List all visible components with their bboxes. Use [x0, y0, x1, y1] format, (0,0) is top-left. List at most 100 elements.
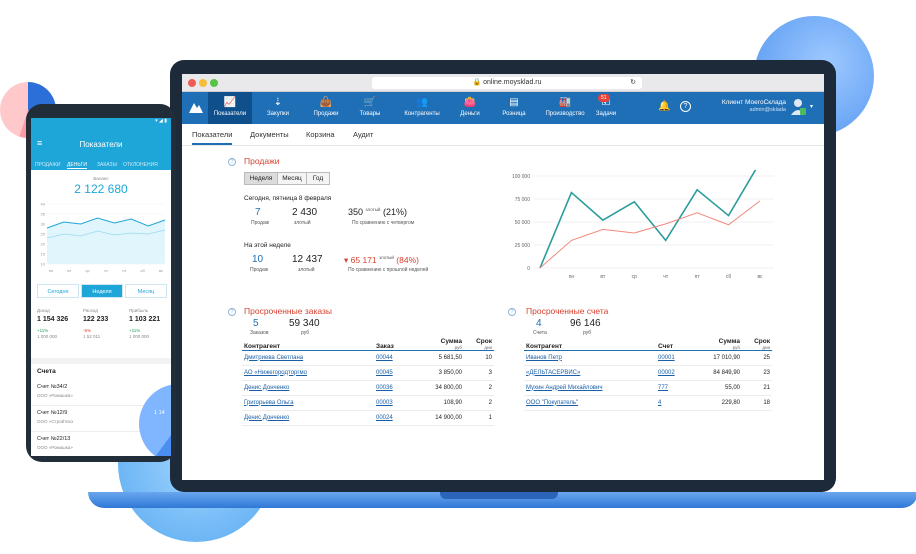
invoices-sum: 96 146: [570, 318, 601, 329]
nav-item-money[interactable]: 👛 Деньги: [448, 92, 492, 124]
phone-signal-icon: ▾ ◢ ▮: [155, 118, 167, 124]
reload-icon[interactable]: ↻: [630, 79, 636, 86]
phone-tab-sales[interactable]: ПРОДАЖИ: [35, 162, 61, 168]
order-doc-link[interactable]: 00003: [374, 395, 416, 411]
col-contractor[interactable]: Контрагент: [524, 334, 656, 351]
chart-series-line: [539, 170, 757, 269]
phone-stat-value: 122 233: [83, 316, 109, 323]
invoice-doc-link[interactable]: 00002: [656, 365, 696, 381]
order-doc-link[interactable]: 00044: [374, 350, 416, 366]
table-row[interactable]: ООО "Покупатель" 4 229,80 18: [524, 395, 772, 411]
order-contractor-link[interactable]: Дмитриева Светлана: [242, 350, 374, 366]
factory-icon: 🏭: [558, 97, 572, 108]
nav-item-contractors[interactable]: 👥 Контрагенты: [396, 92, 448, 124]
col-order[interactable]: Заказ: [374, 334, 416, 351]
order-contractor-link[interactable]: Григорьева Ольга: [242, 395, 374, 411]
nav-item-indicators[interactable]: 📈 Показатели: [208, 92, 252, 124]
avatar-icon[interactable]: [790, 98, 806, 116]
nav-item-tasks[interactable]: ☑ Задачи: [584, 92, 628, 124]
table-row[interactable]: АО «Нижегородторгмо 00045 3 850,00 3: [242, 365, 494, 381]
sales-help-icon[interactable]: ?: [228, 158, 236, 166]
order-doc-link[interactable]: 00045: [374, 365, 416, 381]
phone-account-item[interactable]: Счет №34/2 ООО «Ромашка»: [31, 382, 171, 406]
order-sum-cell: 3 850,00: [416, 365, 464, 381]
invoices-help-icon[interactable]: ?: [508, 308, 516, 316]
phone-stat-delta: -5%: [83, 328, 92, 333]
phone-tab-deviations[interactable]: ОТКЛОНЕНИЯ: [123, 162, 158, 168]
client-account[interactable]: Клиент МоегоСклада admin@sklada: [702, 99, 786, 113]
invoice-contractor-link[interactable]: «ДЕЛЬТАСЕРВИС»: [524, 365, 656, 381]
nav-label: Товары: [359, 111, 381, 117]
phone-screen: ▾ ◢ ▮ ≡ Показатели ПРОДАЖИ ДЕНЬГИ ЗАКАЗЫ…: [31, 118, 171, 456]
phone-tab-orders[interactable]: ЗАКАЗЫ: [97, 162, 117, 168]
period-month-button[interactable]: Месяц: [277, 172, 307, 185]
col-sum-label: Сумма: [440, 337, 462, 345]
phone-period-today[interactable]: Сегодня: [37, 284, 79, 298]
tab-cart[interactable]: Корзина: [306, 130, 335, 139]
nav-item-purchases[interactable]: ⇣ Закупки: [256, 92, 300, 124]
invoice-doc-link[interactable]: 00001: [656, 350, 696, 366]
nav-item-retail[interactable]: ▤ Розница: [492, 92, 536, 124]
moysklad-logo-icon[interactable]: [188, 100, 204, 114]
hamburger-menu-icon[interactable]: ≡: [37, 138, 43, 148]
phone-period-week[interactable]: Неделя: [81, 284, 123, 298]
invoices-count-unit: Счета: [533, 330, 547, 336]
lock-icon: 🔒: [472, 79, 484, 86]
table-row[interactable]: «ДЕЛЬТАСЕРВИС» 00002 84 849,90 23: [524, 365, 772, 381]
table-row[interactable]: Денис Донченко 00036 34 800,00 2: [242, 380, 494, 396]
phone-period-month[interactable]: Месяц: [125, 284, 167, 298]
nav-item-sales[interactable]: 👜 Продажи: [304, 92, 348, 124]
phone-tab-money[interactable]: ДЕНЬГИ: [67, 162, 87, 169]
col-sum[interactable]: Сумма руб: [416, 334, 464, 351]
order-doc-link[interactable]: 00036: [374, 380, 416, 396]
table-row[interactable]: Дмитриева Светлана 00044 5 681,50 10: [242, 350, 494, 366]
client-login: admin@sklada: [749, 107, 786, 113]
nav-item-production[interactable]: 🏭 Производство: [538, 92, 592, 124]
invoice-contractor-link[interactable]: Мухин Андрей Михайлович: [524, 380, 656, 396]
col-contractor[interactable]: Контрагент: [242, 334, 374, 351]
col-invoice[interactable]: Счет: [656, 334, 696, 351]
help-icon[interactable]: ?: [680, 101, 691, 112]
phone-account-name: Счет №12/9: [37, 410, 68, 416]
close-window-button[interactable]: [188, 79, 196, 87]
col-sum[interactable]: Сумма руб: [696, 334, 742, 351]
today-count-unit: Продаж: [251, 220, 270, 226]
nav-item-goods[interactable]: 🛒 Товары: [348, 92, 392, 124]
url-bar[interactable]: 🔒 online.moysklad.ru ↻: [372, 77, 642, 89]
maximize-window-button[interactable]: [210, 79, 218, 87]
phone-accounts-title: Счета: [37, 368, 56, 375]
col-term[interactable]: Срок дни: [464, 334, 494, 351]
phone-account-org: ООО «Стройтехэ: [37, 419, 74, 424]
chart-x-tick-label: пн: [569, 274, 575, 280]
invoice-sum-cell: 229,80: [696, 395, 742, 411]
invoice-contractor-link[interactable]: Иванов Петр: [524, 350, 656, 366]
tab-audit[interactable]: Аудит: [353, 130, 374, 139]
order-contractor-link[interactable]: Денис Донченко: [242, 410, 374, 426]
table-row[interactable]: Иванов Петр 00001 17 010,90 25: [524, 350, 772, 366]
phone-chart-x-label: пн: [49, 268, 53, 273]
period-year-button[interactable]: Год: [306, 172, 330, 185]
order-contractor-link[interactable]: АО «Нижегородторгмо: [242, 365, 374, 381]
week-diff-pct: (84%): [396, 255, 419, 265]
order-contractor-link[interactable]: Денис Донченко: [242, 380, 374, 396]
invoice-doc-link[interactable]: 777: [656, 380, 696, 396]
phone-divider: [31, 358, 171, 364]
period-week-button[interactable]: Неделя: [244, 172, 278, 185]
bell-icon[interactable]: 🔔: [658, 101, 671, 112]
tab-indicators[interactable]: Показатели: [192, 130, 233, 145]
col-term[interactable]: Срок дни: [742, 334, 772, 351]
order-term-cell: 2: [464, 380, 494, 396]
phone-account-item[interactable]: Счет №12/9 ООО «Стройтехэ: [31, 408, 171, 432]
chevron-down-icon[interactable]: ▾: [810, 104, 814, 110]
table-row[interactable]: Григорьева Ольга 00003 108,90 2: [242, 395, 494, 411]
minimize-window-button[interactable]: [199, 79, 207, 87]
orders-help-icon[interactable]: ?: [228, 308, 236, 316]
table-row[interactable]: Мухин Андрей Михайлович 777 55,00 21: [524, 380, 772, 396]
invoice-contractor-link[interactable]: ООО "Покупатель": [524, 395, 656, 411]
order-doc-link[interactable]: 00024: [374, 410, 416, 426]
invoice-doc-link[interactable]: 4: [656, 395, 696, 411]
table-row[interactable]: Денис Донченко 00024 14 900,00 1: [242, 410, 494, 426]
tab-documents[interactable]: Документы: [250, 130, 289, 139]
phone-account-item[interactable]: Счет №22/13 ООО «Ромашка»: [31, 434, 171, 456]
phone-header: ≡ Показатели ПРОДАЖИ ДЕНЬГИ ЗАКАЗЫ ОТКЛО…: [31, 126, 171, 170]
